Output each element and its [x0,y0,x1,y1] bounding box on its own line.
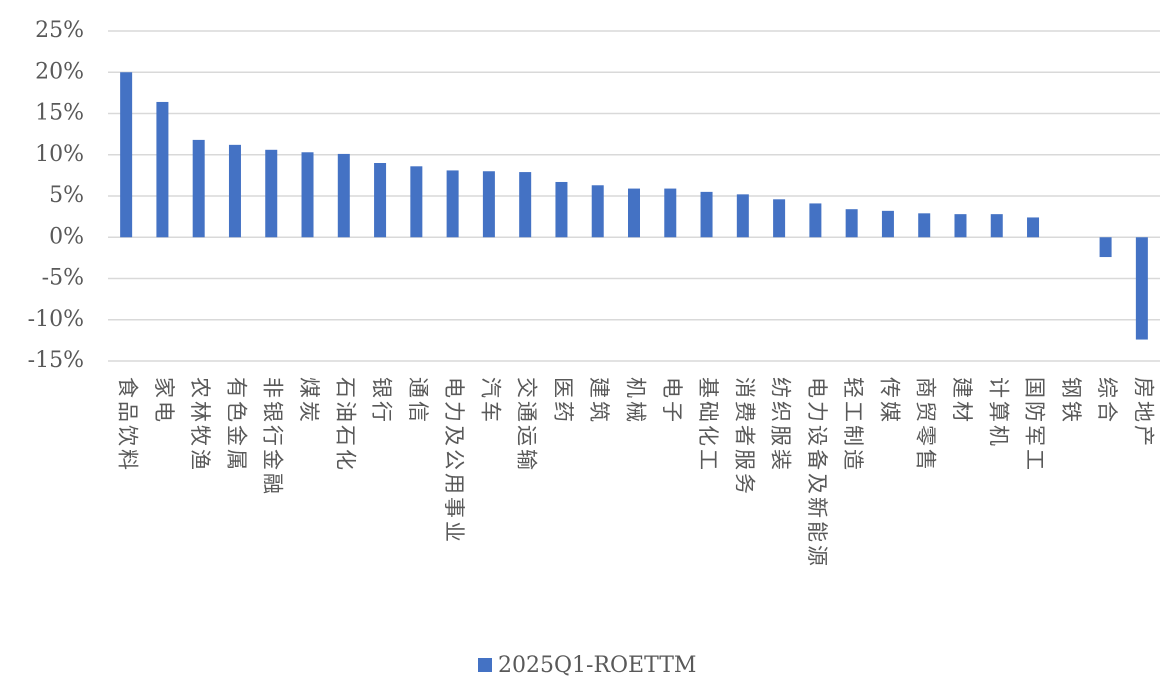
y-tick-label: -5% [42,266,84,291]
bar [628,188,640,238]
bar [700,191,713,238]
x-tick-label: 交通运输 [515,377,539,473]
x-tick-label: 煤炭 [297,377,321,425]
bar [954,214,967,238]
bar [845,209,858,238]
x-tick-label: 食品饮料 [116,377,140,473]
legend-swatch [478,658,492,672]
x-tick-label: 电力设备及新能源 [805,377,829,569]
x-tick-label: 轻工制造 [841,377,865,473]
y-tick-label: 20% [35,59,84,84]
bar [1135,237,1148,340]
x-tick-label: 房地产 [1131,377,1155,449]
bar [918,213,931,238]
bar [446,170,459,238]
y-tick-label: -15% [28,348,84,373]
bar [482,171,495,238]
legend-label: 2025Q1-ROETTM [498,653,696,678]
y-tick-label: 25% [35,18,84,43]
x-tick-label: 电力及公用事业 [442,377,466,545]
x-tick-label: 国防军工 [1023,377,1047,473]
x-tick-label: 钢铁 [1059,377,1083,425]
y-tick-label: 0% [49,224,84,249]
bar [374,163,387,238]
bar [228,144,241,238]
x-tick-label: 医药 [551,377,575,425]
bar [773,199,786,238]
bar [736,194,749,238]
bar [555,181,568,238]
bar [990,214,1003,238]
bar [120,72,133,238]
y-tick-label: 10% [35,142,84,167]
x-tick-label: 基础化工 [696,377,720,473]
bar [1027,217,1040,238]
x-tick-label: 消费者服务 [732,377,756,497]
y-tick-label: 5% [49,183,84,208]
x-tick-label: 汽车 [478,377,502,425]
bar [192,139,205,238]
bar [591,185,604,238]
x-tick-label: 纺织服装 [769,377,793,473]
x-tick-label: 农林牧渔 [188,377,212,473]
x-tick-label: 电子 [660,377,684,425]
bar [809,203,822,238]
bar [519,172,532,238]
bar [881,210,894,238]
x-tick-label: 机械 [624,377,648,425]
bar [301,152,314,238]
bar [156,101,169,238]
x-tick-label: 建筑 [587,377,611,425]
x-tick-label: 建材 [950,377,974,425]
x-tick-label: 非银行金融 [261,377,285,497]
bar [337,153,350,238]
bar [1099,237,1112,258]
x-tick-label: 石油石化 [333,377,357,473]
x-tick-label: 家电 [152,377,176,425]
x-tick-label: 通信 [406,377,430,425]
bar [410,166,423,238]
bar [265,149,278,238]
y-tick-label: 15% [35,101,84,126]
x-tick-label: 有色金属 [224,377,248,473]
x-tick-label: 传媒 [877,377,901,425]
x-tick-label: 银行 [370,377,394,425]
x-tick-label: 计算机 [986,377,1010,449]
x-tick-label: 综合 [1095,377,1119,425]
bar [664,188,677,238]
y-tick-label: -10% [28,307,84,332]
x-tick-label: 商贸零售 [914,377,938,473]
